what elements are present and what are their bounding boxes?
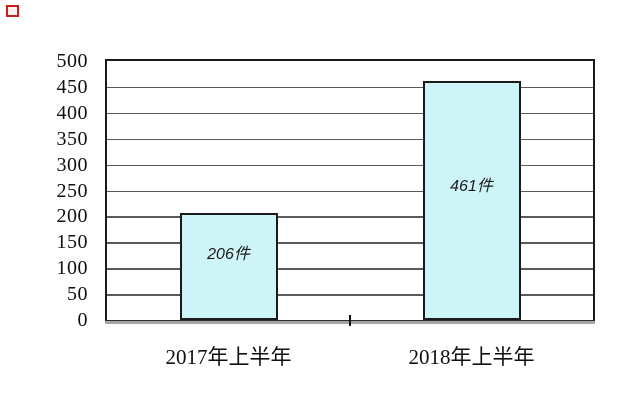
xcat-label-2017年上半年: 2017年上半年: [165, 345, 292, 369]
category-boundary-tick: [349, 315, 351, 326]
ytick-label-350: 350: [56, 127, 88, 150]
ytick-label-450: 450: [56, 75, 88, 98]
ytick-label-250: 250: [56, 179, 88, 202]
gridline-250: [107, 190, 593, 192]
ytick-label-0: 0: [77, 309, 88, 331]
ytick-label-150: 150: [56, 231, 88, 254]
ytick-label-500: 500: [56, 50, 88, 72]
gridline-400: [107, 112, 593, 115]
gridline-450: [107, 86, 593, 89]
plot-area: 206件 461件: [105, 59, 595, 324]
bar-value-label: 206件: [207, 245, 250, 263]
gridline-350: [107, 138, 593, 141]
gridline-200: [107, 216, 593, 218]
ytick-label-300: 300: [56, 153, 88, 176]
bar-value-label: 461件: [450, 178, 493, 196]
gridline-300: [107, 164, 593, 167]
ytick-label-100: 100: [56, 257, 88, 280]
gridline-100: [107, 268, 593, 270]
ytick-label-400: 400: [56, 101, 88, 124]
ytick-label-50: 50: [67, 283, 88, 306]
gridline-150: [107, 242, 593, 244]
xcat-label-2018年上半年: 2018年上半年: [408, 345, 535, 369]
bar-2017年上半年: 206件: [179, 213, 278, 320]
bar-2018年上半年: 461件: [422, 81, 521, 320]
ytick-label-200: 200: [56, 205, 88, 228]
red-artifact-mark: [6, 5, 19, 17]
gridline-50: [107, 294, 593, 296]
